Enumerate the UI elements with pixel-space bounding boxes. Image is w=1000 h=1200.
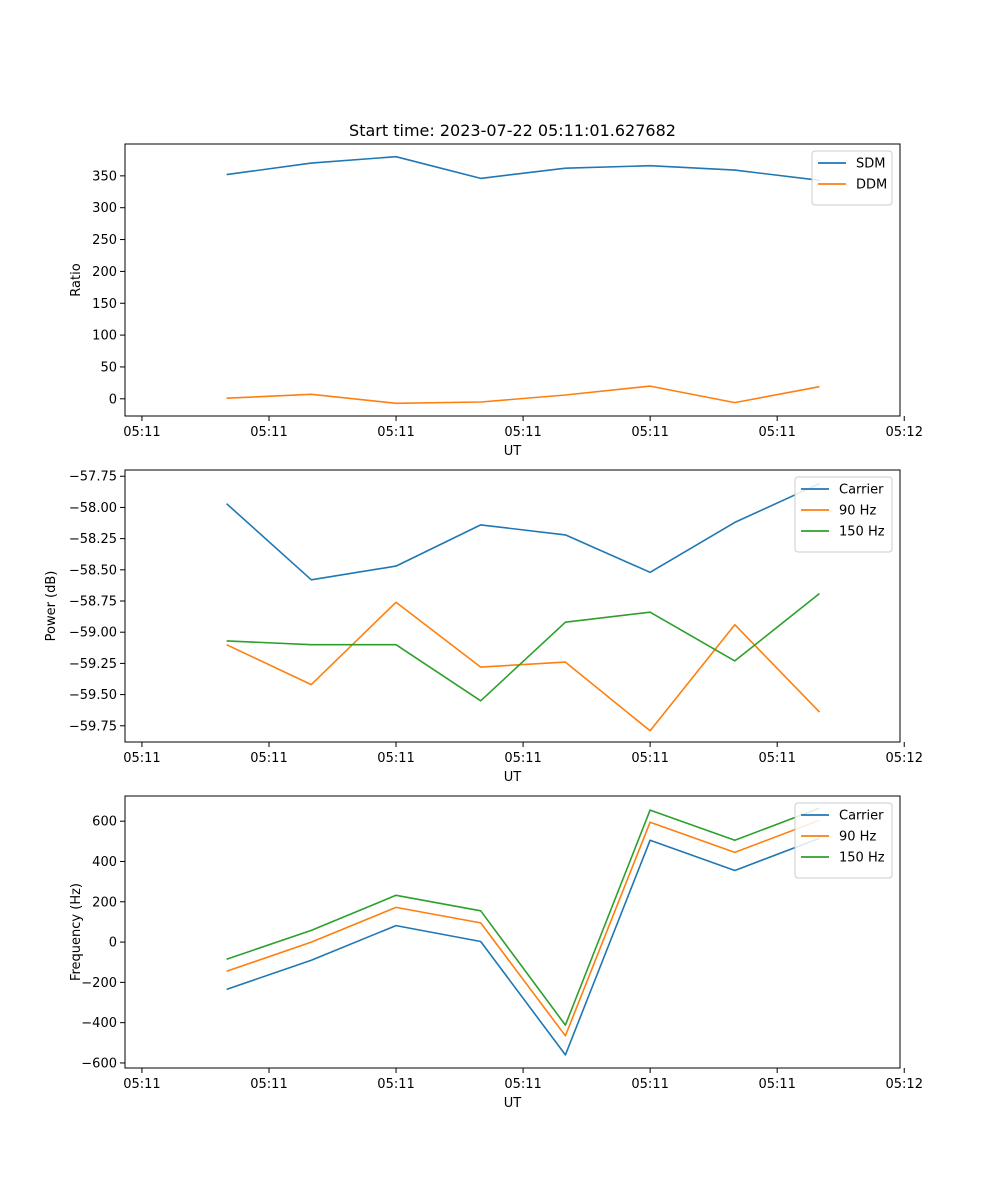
x-tick-label: 05:11 (377, 425, 414, 440)
plot-area (125, 144, 900, 416)
x-tick-label: 05:11 (631, 1077, 668, 1092)
y-tick-label: −58.50 (69, 563, 117, 578)
legend-box (794, 802, 893, 879)
y-tick-label: −59.00 (69, 626, 117, 641)
x-tick-label: 05:12 (886, 425, 923, 440)
series-line-150-hz (226, 592, 820, 702)
y-tick-label: 350 (92, 169, 117, 184)
panels: 05:11 05:11 05:11 05:11 05:11 05:11 05:12 0 50 10… (44, 121, 923, 1111)
y-tick-label: −57.75 (69, 470, 117, 485)
x-tick-label: 05:11 (377, 751, 414, 766)
x-tick-label: 05:11 (123, 751, 160, 766)
y-tick-label: 200 (92, 895, 117, 910)
legend-label: Carrier (839, 483, 884, 498)
legend-label: 150 Hz (839, 525, 885, 540)
x-tick-label: 05:11 (504, 425, 541, 440)
y-axis-label: Frequency (Hz) (69, 883, 84, 981)
x-tick-label: 05:11 (377, 1077, 414, 1092)
x-tick-label: 05:11 (631, 751, 668, 766)
y-tick-label: −600 (81, 1056, 117, 1071)
y-tick-label: −59.50 (69, 688, 117, 703)
axes-frame (124, 143, 901, 417)
x-tick-label: 05:11 (758, 1077, 795, 1092)
x-tick-label: 05:11 (123, 425, 160, 440)
y-tick-label: −58.00 (69, 501, 117, 516)
series-line-90-hz (226, 819, 820, 1037)
series-line-150-hz (226, 807, 820, 1026)
series-line-sdm (226, 155, 820, 182)
legend-label: Carrier (839, 809, 884, 824)
x-tick-label: 05:11 (123, 1077, 160, 1092)
series-line-carrier (226, 482, 820, 581)
series-line-90-hz (226, 601, 821, 732)
plot-area (125, 470, 900, 742)
legend: SDM DDM (811, 150, 893, 206)
y-tick-label: −200 (81, 976, 117, 991)
x-axis-label: UT (504, 1096, 522, 1111)
chart-title: Start time: 2023-07-22 05:11:01.627682 (349, 121, 676, 140)
legend-label: 90 Hz (839, 830, 876, 845)
y-tick-label: 50 (100, 360, 117, 375)
chart-panel-1: 05:11 05:11 05:11 05:11 05:11 05:11 05:12 0 50 10… (69, 121, 923, 459)
x-tick-label: 05:12 (886, 751, 923, 766)
x-axis-label: UT (504, 444, 522, 459)
axes-frame (124, 469, 901, 743)
x-tick-label: 05:11 (250, 1077, 287, 1092)
plot-area (125, 796, 900, 1068)
y-tick-label: −59.75 (69, 719, 117, 734)
legend-box (794, 476, 893, 553)
legend-label: DDM (856, 178, 887, 193)
x-tick-label: 05:11 (631, 425, 668, 440)
legend-box (811, 150, 893, 206)
y-tick-label: 100 (92, 329, 117, 344)
y-tick-label: −400 (81, 1016, 117, 1031)
x-axis-label: UT (504, 770, 522, 785)
legend-label: 90 Hz (839, 504, 876, 519)
chart-panel-3: 05:11 05:11 05:11 05:11 05:11 05:11 05:12 600 40… (69, 795, 923, 1111)
series-line-carrier (226, 837, 820, 1056)
legend-label: 150 Hz (839, 851, 885, 866)
y-tick-label: 600 (92, 815, 117, 830)
y-tick-label: 0 (109, 392, 117, 407)
y-axis-label: Ratio (69, 263, 84, 296)
y-tick-label: 250 (92, 233, 117, 248)
y-tick-label: 150 (92, 297, 117, 312)
axes-frame (124, 795, 901, 1069)
y-tick-label: 300 (92, 201, 117, 216)
series-line-ddm (226, 385, 820, 405)
y-tick-label: 400 (92, 855, 117, 870)
x-tick-label: 05:11 (504, 1077, 541, 1092)
y-tick-label: −58.25 (69, 532, 117, 547)
chart-panel-2: 05:11 05:11 05:11 05:11 05:11 05:11 05:12 −57.7… (44, 469, 923, 785)
x-tick-label: 05:11 (504, 751, 541, 766)
y-tick-label: 0 (109, 936, 117, 951)
legend: Carrier 90 Hz 150 Hz (794, 802, 893, 879)
x-tick-label: 05:12 (886, 1077, 923, 1092)
y-axis-label: Power (dB) (44, 571, 59, 642)
x-tick-label: 05:11 (250, 425, 287, 440)
x-tick-label: 05:11 (250, 751, 287, 766)
y-tick-label: 200 (92, 265, 117, 280)
legend: Carrier 90 Hz 150 Hz (794, 476, 893, 553)
legend-label: SDM (856, 157, 885, 172)
x-tick-label: 05:11 (758, 425, 795, 440)
x-tick-label: 05:11 (758, 751, 795, 766)
y-tick-label: −58.75 (69, 595, 117, 610)
y-tick-label: −59.25 (69, 657, 117, 672)
